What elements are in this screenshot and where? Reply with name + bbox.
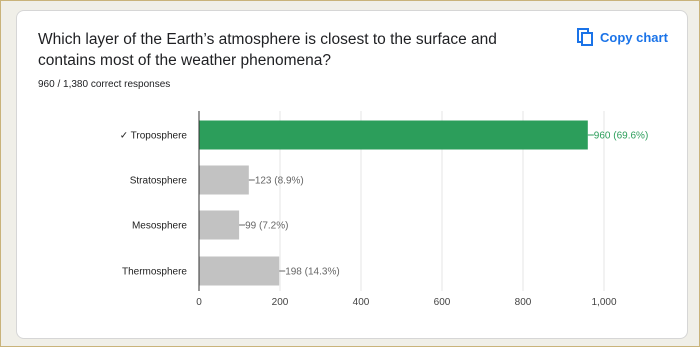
bar xyxy=(199,256,280,286)
data-label: 99 (7.2%) xyxy=(245,221,288,232)
x-tick-label: 800 xyxy=(515,297,532,308)
copy-chart-label: Copy chart xyxy=(600,29,668,45)
data-label: 198 (14.3%) xyxy=(285,267,339,278)
data-label: 960 (69.6%) xyxy=(594,131,648,142)
category-label: Mesosphere xyxy=(132,221,187,232)
category-label: Stratosphere xyxy=(130,176,188,187)
x-tick-label: 600 xyxy=(434,297,451,308)
copy-chart-button[interactable]: Copy chart xyxy=(577,26,668,48)
copy-icon xyxy=(577,28,593,46)
x-tick-label: 1,000 xyxy=(591,297,616,308)
correct-responses-summary: 960 / 1,380 correct responses xyxy=(38,79,171,90)
data-label: 123 (8.9%) xyxy=(255,176,304,187)
bar xyxy=(199,210,240,240)
question-title: Which layer of the Earth’s atmosphere is… xyxy=(38,31,497,69)
category-label: ✓ Troposphere xyxy=(120,131,188,142)
x-tick-label: 400 xyxy=(353,297,370,308)
x-tick-label: 200 xyxy=(272,297,289,308)
bar-correct xyxy=(199,120,588,150)
category-label: Thermosphere xyxy=(122,267,187,278)
bar-chart: 0 200 400 600 800 1,000 ✓ Troposphere 960 (69.6… xyxy=(120,111,648,308)
question-card: Which layer of the Earth’s atmosphere is… xyxy=(16,10,688,339)
bar xyxy=(199,165,249,195)
x-tick-label: 0 xyxy=(196,297,202,308)
